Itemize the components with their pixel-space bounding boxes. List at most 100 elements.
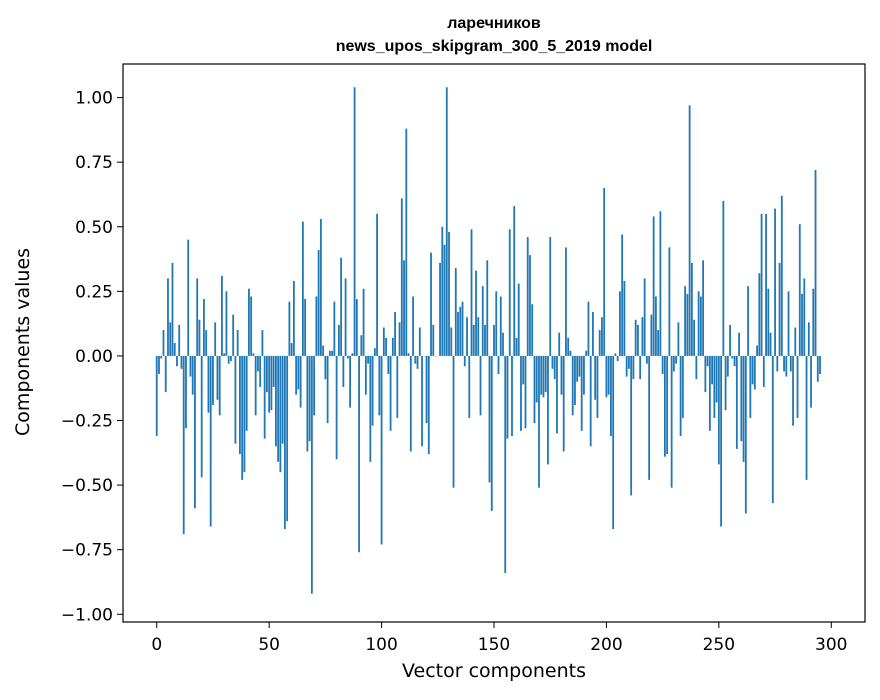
bar — [628, 356, 630, 369]
bar — [387, 356, 389, 374]
bar — [561, 356, 563, 395]
bar — [208, 356, 210, 413]
bar — [268, 356, 270, 413]
bar — [695, 356, 697, 379]
bar — [581, 356, 583, 431]
bar — [745, 356, 747, 514]
bar — [320, 219, 322, 356]
bar — [205, 330, 207, 356]
y-tick-label: 0.25 — [75, 282, 113, 302]
bar — [493, 325, 495, 356]
bar — [277, 356, 279, 462]
bar — [592, 312, 594, 356]
bar — [331, 351, 333, 356]
bar — [313, 356, 315, 415]
bar — [545, 356, 547, 392]
bar — [691, 263, 693, 356]
bar — [176, 356, 178, 366]
bar — [761, 214, 763, 356]
x-tick-label: 300 — [815, 635, 847, 655]
bar — [534, 356, 536, 423]
bar — [684, 286, 686, 356]
bar — [720, 356, 722, 527]
bar — [763, 356, 765, 387]
bar — [428, 356, 430, 454]
bar — [349, 356, 351, 408]
bar — [594, 356, 596, 400]
bar — [430, 253, 432, 356]
bar — [306, 356, 308, 452]
bar — [619, 291, 621, 356]
bar — [549, 237, 551, 356]
bar — [790, 356, 792, 372]
bar — [345, 278, 347, 356]
y-tick-label: 0.75 — [75, 153, 113, 173]
bar — [588, 302, 590, 356]
bar — [572, 356, 574, 415]
bar — [264, 356, 266, 439]
bar — [583, 356, 585, 395]
bar — [214, 322, 216, 356]
bar — [457, 312, 459, 356]
bar — [237, 330, 239, 356]
bar — [731, 356, 733, 359]
bar — [444, 245, 446, 356]
bar — [639, 356, 641, 379]
bar — [558, 333, 560, 356]
bar — [473, 325, 475, 356]
bar — [603, 188, 605, 356]
bar — [657, 330, 659, 356]
bar — [709, 356, 711, 431]
bar — [754, 356, 756, 390]
bar — [367, 356, 369, 364]
bar — [498, 356, 500, 374]
bar — [226, 291, 228, 356]
bar — [502, 333, 504, 356]
y-tick-label: 1.00 — [75, 89, 113, 109]
bar — [217, 356, 219, 400]
bar — [327, 356, 329, 423]
bar — [450, 328, 452, 356]
bar — [803, 278, 805, 356]
bar — [190, 356, 192, 377]
chart-title-line1: ларечников — [447, 15, 541, 32]
bar — [311, 356, 313, 594]
bar — [536, 356, 538, 403]
bar — [405, 129, 407, 356]
bar — [158, 356, 160, 374]
bar — [300, 356, 302, 408]
y-tick-label: −1.00 — [61, 605, 113, 625]
bar — [403, 260, 405, 356]
bar — [232, 315, 234, 356]
bar — [758, 273, 760, 356]
bar — [271, 356, 273, 410]
bar — [378, 356, 380, 415]
bar — [675, 356, 677, 364]
bar — [340, 258, 342, 356]
bar — [538, 356, 540, 488]
bar — [704, 356, 706, 392]
bar — [570, 351, 572, 356]
bar — [288, 302, 290, 356]
bar — [504, 356, 506, 573]
bar — [464, 356, 466, 366]
bar — [725, 356, 727, 410]
bar — [808, 322, 810, 356]
bar — [392, 338, 394, 356]
bar — [615, 353, 617, 356]
bar — [520, 356, 522, 431]
bar — [756, 346, 758, 356]
bar — [486, 260, 488, 356]
bar — [529, 255, 531, 356]
bar — [738, 333, 740, 356]
bar — [599, 330, 601, 356]
bar — [543, 356, 545, 397]
bar — [365, 356, 367, 395]
bar — [794, 328, 796, 356]
bar — [441, 227, 443, 356]
bar — [752, 356, 754, 384]
bar — [484, 325, 486, 356]
bar — [417, 356, 419, 369]
bar — [718, 356, 720, 465]
